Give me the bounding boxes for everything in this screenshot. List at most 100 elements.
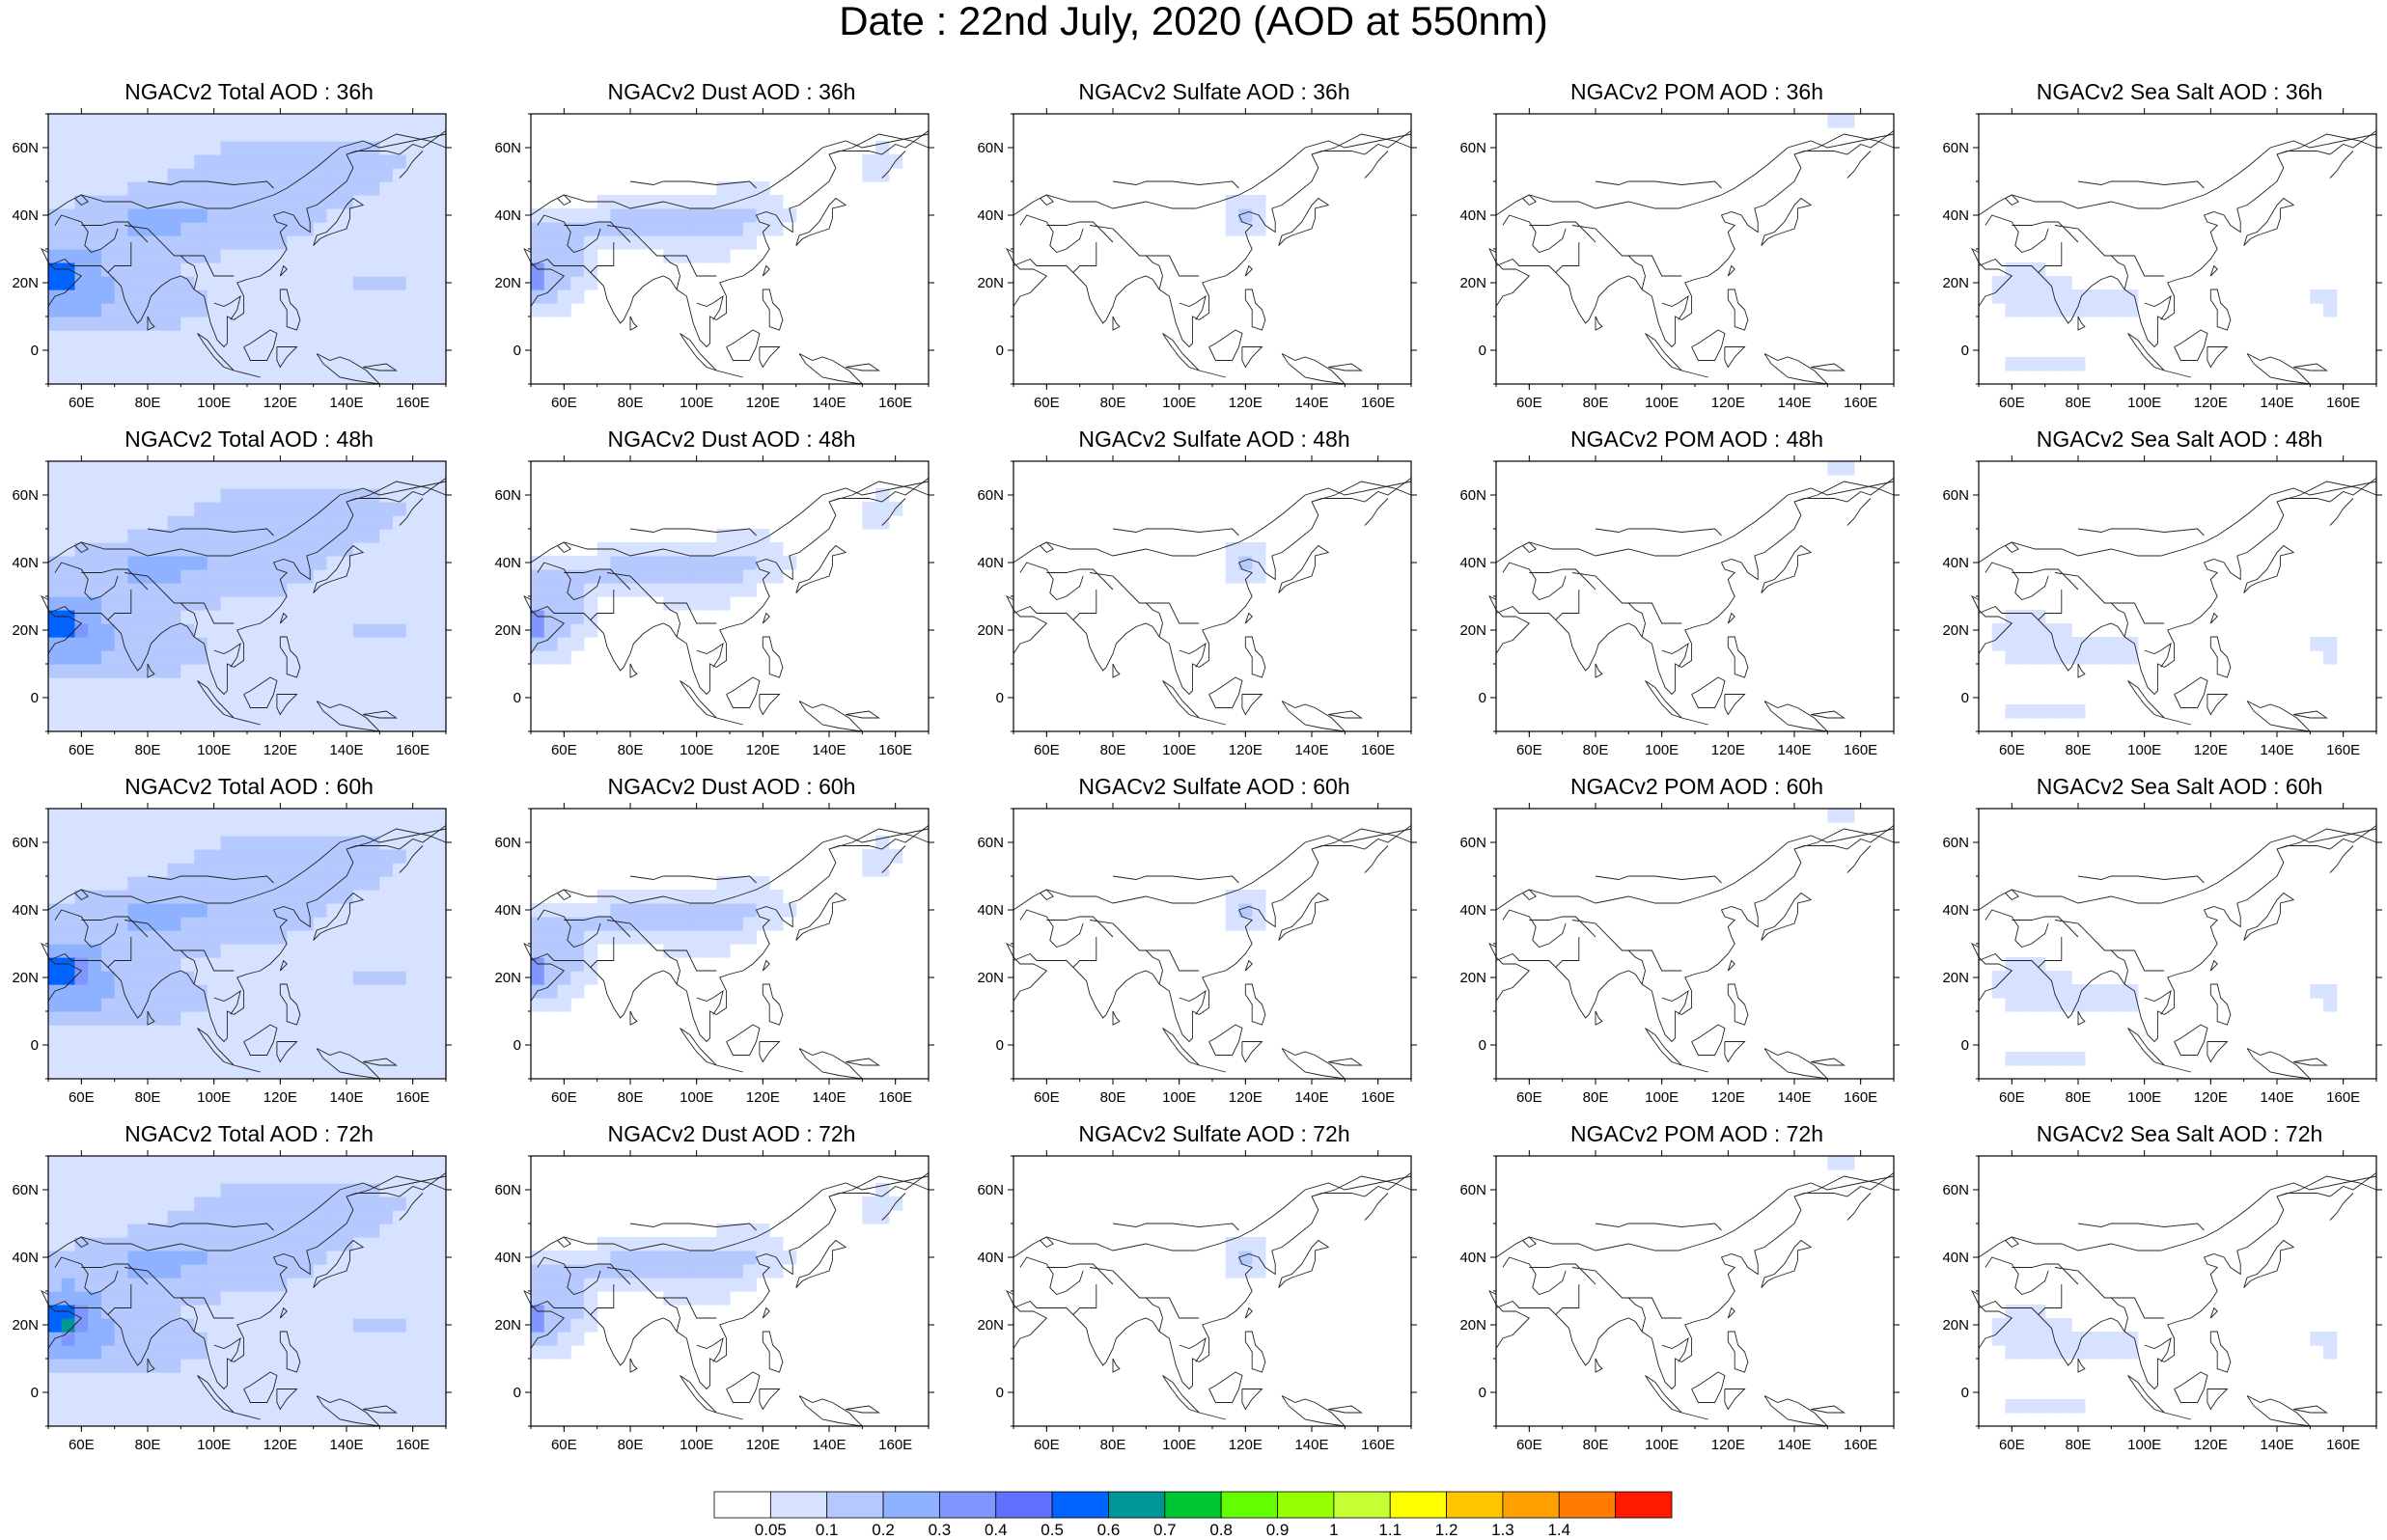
y-tick-label: 60N: [977, 140, 1004, 156]
y-tick-label: 0: [513, 690, 521, 706]
x-tick-label: 100E: [1645, 1089, 1679, 1106]
map-panel: NGACv2 Sea Salt AOD : 72h 60E 80E 100E 120E 1…: [1938, 1121, 2387, 1459]
x-tick-label: 60E: [1999, 395, 2025, 411]
x-tick-label: 80E: [1583, 1437, 1609, 1453]
x-tick-label: 140E: [812, 395, 846, 411]
coastlines: [523, 478, 930, 732]
aod-field: [1827, 461, 1855, 476]
map-plot: 60E 80E 100E 120E 140E 160E 60N 40N 20N 0: [977, 108, 1417, 411]
x-tick-label: 80E: [135, 1437, 161, 1453]
colorbar-label: 1: [1329, 1521, 1338, 1539]
coastlines: [1006, 1172, 1412, 1427]
aod-field: [1225, 890, 1266, 931]
x-tick-label: 60E: [1999, 1437, 2025, 1453]
x-tick-label: 100E: [2127, 1089, 2161, 1106]
colorbar-swatch: [1333, 1491, 1391, 1519]
y-tick-label: 60N: [977, 487, 1004, 504]
aod-field: [1991, 610, 2338, 719]
y-tick-label: 60N: [494, 835, 521, 851]
map-panel: NGACv2 Total AOD : 36h 60E 80E 100E 120E 140E…: [8, 79, 490, 417]
y-tick-label: 0: [1961, 343, 1969, 359]
x-tick-label: 60E: [1516, 742, 1542, 758]
x-tick-label: 80E: [618, 742, 644, 758]
y-tick-label: 60N: [1459, 487, 1486, 504]
x-tick-label: 140E: [1777, 742, 1811, 758]
y-tick-label: 60N: [12, 487, 39, 504]
x-tick-label: 60E: [1034, 395, 1060, 411]
y-tick-label: 60N: [12, 1182, 39, 1198]
y-tick-label: 0: [1961, 690, 1969, 706]
x-tick-label: 160E: [2326, 742, 2360, 758]
x-tick-label: 160E: [2326, 395, 2360, 411]
aod-field: [531, 141, 903, 317]
y-tick-label: 0: [31, 1037, 39, 1054]
x-tick-label: 100E: [1162, 395, 1196, 411]
aod-field: [1225, 195, 1266, 236]
y-tick-label: 20N: [1459, 275, 1486, 291]
aod-field: [48, 809, 447, 1080]
y-tick-label: 40N: [494, 207, 521, 224]
aod-field: [48, 1156, 447, 1427]
y-tick-label: 0: [996, 343, 1004, 359]
y-tick-label: 60N: [1942, 140, 1969, 156]
colorbar-label: 0.5: [1041, 1521, 1064, 1539]
y-tick-label: 40N: [977, 555, 1004, 571]
colorbar-label: 0.3: [929, 1521, 952, 1539]
colorbar-swatch: [882, 1491, 940, 1519]
y-tick-label: 20N: [977, 1317, 1004, 1334]
map-plot: 60E 80E 100E 120E 140E 160E 60N 40N 20N 0: [494, 108, 934, 411]
coastlines: [1971, 130, 2377, 385]
x-tick-label: 60E: [1516, 1089, 1542, 1106]
x-tick-label: 140E: [1777, 1089, 1811, 1106]
colorbar-swatch: [769, 1491, 828, 1519]
x-tick-label: 160E: [396, 1437, 430, 1453]
plot-frame: [1978, 113, 2377, 385]
x-tick-label: 100E: [197, 395, 231, 411]
map-panel: NGACv2 Sea Salt AOD : 36h 60E 80E 100E 120E 1…: [1938, 79, 2387, 417]
y-tick-label: 20N: [494, 1317, 521, 1334]
y-tick-label: 60N: [494, 487, 521, 504]
y-tick-label: 20N: [1942, 622, 1969, 639]
colorbar-swatch: [1164, 1491, 1222, 1519]
x-tick-label: 160E: [878, 395, 912, 411]
y-tick-label: 0: [1479, 343, 1486, 359]
x-tick-label: 140E: [329, 742, 363, 758]
x-tick-label: 100E: [1645, 1437, 1679, 1453]
y-tick-label: 0: [31, 690, 39, 706]
x-tick-label: 80E: [2066, 395, 2092, 411]
x-tick-label: 80E: [1100, 395, 1126, 411]
x-tick-label: 100E: [1645, 742, 1679, 758]
map-panel: NGACv2 Total AOD : 72h 60E 80E 100E 120E 140E…: [8, 1121, 490, 1459]
y-tick-label: 20N: [1459, 1317, 1486, 1334]
map-plot: 60E 80E 100E 120E 140E 160E 60N 40N 20N 0: [1942, 803, 2382, 1106]
y-tick-label: 40N: [1942, 902, 1969, 919]
plot-frame: [1013, 113, 1412, 385]
colorbar-label: 1.2: [1435, 1521, 1458, 1539]
x-tick-label: 120E: [746, 742, 780, 758]
x-tick-label: 80E: [135, 1089, 161, 1106]
y-tick-label: 40N: [12, 902, 39, 919]
plot-frame: [1495, 460, 1895, 732]
aod-field: [1827, 809, 1855, 823]
aod-field: [1991, 957, 2338, 1066]
map-plot: 60E 80E 100E 120E 140E 160E 60N 40N 20N 0: [12, 803, 452, 1106]
plot-frame: [1495, 808, 1895, 1080]
map-panel: NGACv2 Sulfate AOD : 48h 60E 80E 100E 120E 14…: [973, 426, 1456, 764]
x-tick-label: 120E: [746, 395, 780, 411]
x-tick-label: 80E: [618, 1437, 644, 1453]
y-tick-label: 0: [1961, 1037, 1969, 1054]
y-tick-label: 20N: [1459, 622, 1486, 639]
aod-field: [531, 488, 903, 665]
y-tick-label: 0: [1479, 1385, 1486, 1401]
x-tick-label: 60E: [551, 1089, 577, 1106]
panel-title: NGACv2 Sea Salt AOD : 48h: [2036, 426, 2323, 452]
x-tick-label: 140E: [1294, 395, 1328, 411]
y-tick-label: 40N: [494, 902, 521, 919]
x-tick-label: 80E: [2066, 1089, 2092, 1106]
x-tick-label: 160E: [1361, 1089, 1395, 1106]
colorbar-label: 0.05: [755, 1521, 787, 1539]
coastlines: [1006, 130, 1412, 385]
x-tick-label: 100E: [1645, 395, 1679, 411]
x-tick-label: 140E: [329, 1437, 363, 1453]
map-plot: 60E 80E 100E 120E 140E 160E 60N 40N 20N 0: [12, 455, 452, 758]
